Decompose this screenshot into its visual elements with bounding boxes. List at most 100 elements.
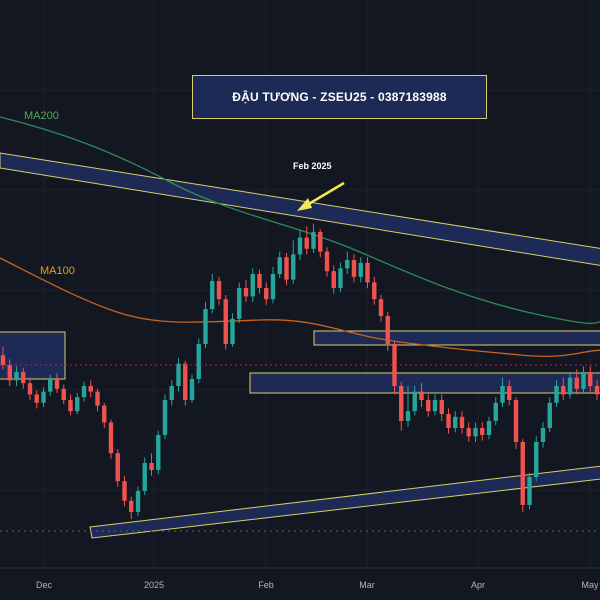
candle [264, 282, 269, 305]
candle-body [486, 421, 492, 435]
candle-body [304, 237, 309, 249]
candle [169, 380, 174, 406]
candle [95, 388, 100, 412]
candle-body [291, 254, 296, 280]
candle-body [48, 379, 53, 392]
candle-body [129, 500, 134, 512]
candle-body [115, 453, 120, 482]
x-tick-label: Dec [36, 580, 53, 590]
candles [0, 223, 600, 519]
ma200-label: MA200 [24, 110, 59, 122]
candle [75, 393, 80, 414]
candle [432, 394, 438, 416]
candle [534, 436, 539, 482]
candle [446, 408, 451, 434]
candle-body [385, 316, 390, 344]
candle [520, 439, 525, 512]
candle [459, 411, 465, 434]
candle-body [142, 463, 147, 491]
annotation-arrowhead [297, 198, 312, 211]
candle [311, 223, 316, 253]
candle [156, 430, 161, 475]
candle [372, 276, 377, 305]
candle [426, 394, 431, 417]
candle [48, 374, 53, 396]
candle [210, 274, 215, 314]
candle-body [102, 405, 107, 423]
candle [588, 366, 593, 392]
reference-lines [0, 364, 600, 532]
title-box: ĐẬU TƯƠNG - ZSEU25 - 0387183988 [192, 75, 487, 119]
candle-body [95, 391, 100, 406]
candle-body [176, 363, 181, 386]
candle-body [372, 282, 377, 300]
candle-body [419, 391, 424, 400]
candle [594, 380, 600, 400]
candle-body [41, 391, 46, 403]
zones [0, 152, 600, 539]
annotation: Feb 2025 [293, 161, 345, 211]
candle [7, 359, 12, 386]
candle-body [297, 237, 303, 255]
candle-body [500, 386, 505, 403]
candle [291, 240, 296, 284]
candle [0, 346, 6, 370]
candle-body [284, 257, 289, 280]
candle-body [318, 232, 323, 252]
candle-body [162, 400, 168, 435]
candle-body [588, 372, 593, 386]
candle [345, 251, 350, 274]
candle-body [81, 386, 87, 398]
candle-body [345, 260, 350, 269]
candle-body [351, 260, 357, 277]
candle-body [399, 386, 404, 421]
candle [54, 373, 60, 393]
candle-body [7, 365, 12, 381]
ma100-label: MA100 [40, 265, 75, 277]
candle-body [27, 383, 33, 395]
candle [304, 226, 309, 255]
candle [81, 381, 87, 402]
candle-body [203, 309, 208, 344]
x-tick-label: Mar [359, 580, 375, 590]
candle-body [561, 386, 566, 395]
candle [365, 257, 370, 288]
candle-body [223, 299, 228, 344]
candle-body [277, 257, 282, 274]
candle-body [446, 414, 451, 428]
candle-body [243, 288, 249, 297]
x-tick-label: Feb [258, 580, 274, 590]
candle-body [34, 394, 39, 403]
candle-body [392, 344, 397, 386]
candle-body [378, 299, 384, 316]
lower-trend-channel [89, 465, 600, 539]
candle [277, 251, 282, 279]
candle-body [108, 422, 114, 454]
candle-body [432, 400, 438, 412]
candle [466, 422, 471, 442]
candle-body [156, 435, 161, 470]
candle [507, 380, 512, 406]
candle [230, 313, 235, 347]
candle-body [331, 271, 336, 288]
candle-body [216, 281, 222, 300]
candle [216, 276, 222, 305]
candle-body [196, 344, 201, 379]
candle [439, 394, 444, 421]
candle-body [338, 268, 343, 288]
candle-body [230, 318, 235, 344]
candle [135, 486, 141, 517]
candle-body [237, 288, 242, 319]
candle-body [149, 463, 154, 470]
candle-body [520, 442, 525, 505]
candle-body [88, 386, 93, 392]
candle [108, 419, 114, 459]
candle [527, 472, 532, 510]
annotation-label: Feb 2025 [293, 161, 332, 171]
moving-averages [0, 116, 600, 358]
candle [270, 267, 276, 304]
candle-body [14, 372, 19, 381]
candle [34, 390, 39, 409]
candle [338, 262, 343, 293]
candle [102, 402, 107, 428]
